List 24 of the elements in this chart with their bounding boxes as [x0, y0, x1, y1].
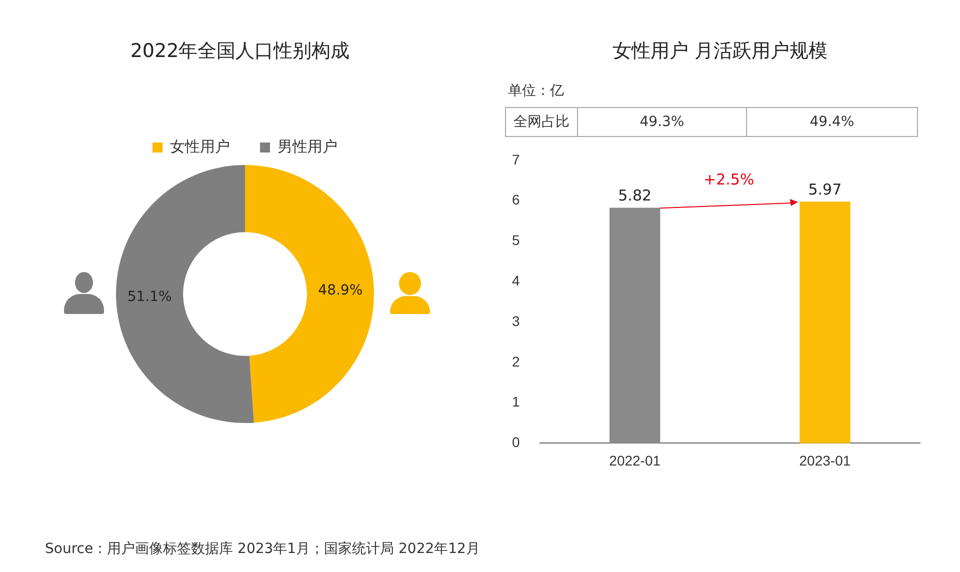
y-tick-label: 2	[512, 353, 520, 370]
y-tick-label: 5	[512, 232, 520, 248]
text: 49.3%	[578, 108, 747, 136]
y-tick-label: 0	[512, 434, 520, 450]
y-tick-label: 3	[512, 312, 520, 329]
y-tick-label: 7	[512, 151, 520, 168]
chart-title: 女性用户 月活跃用户规模	[611, 39, 829, 64]
legend-label: 女性用户	[170, 137, 230, 156]
text: 全网占比	[506, 108, 578, 136]
data-label: 5.82	[618, 186, 652, 204]
text: 单位：亿	[508, 82, 564, 100]
data-label: 48.9%	[318, 282, 363, 298]
x-tick-label: 2022-01	[609, 452, 661, 468]
x-tick-label: 2023-01	[799, 452, 851, 468]
y-tick-label: 1	[512, 394, 520, 410]
legend-label: 男性用户	[278, 137, 338, 156]
text: 49.4%	[808, 113, 856, 132]
annotation: +2.5%	[704, 170, 754, 188]
y-tick-label: 4	[512, 272, 520, 288]
chart-title: 2022年全国人口性别构成	[129, 39, 351, 64]
source-note: Source：用户画像标签数据库 2023年1月；国家统计局 2022年12月	[45, 540, 480, 558]
data-label: 5.97	[808, 180, 842, 198]
y-tick-label: 6	[512, 192, 520, 208]
data-label: 51.1%	[127, 288, 172, 305]
